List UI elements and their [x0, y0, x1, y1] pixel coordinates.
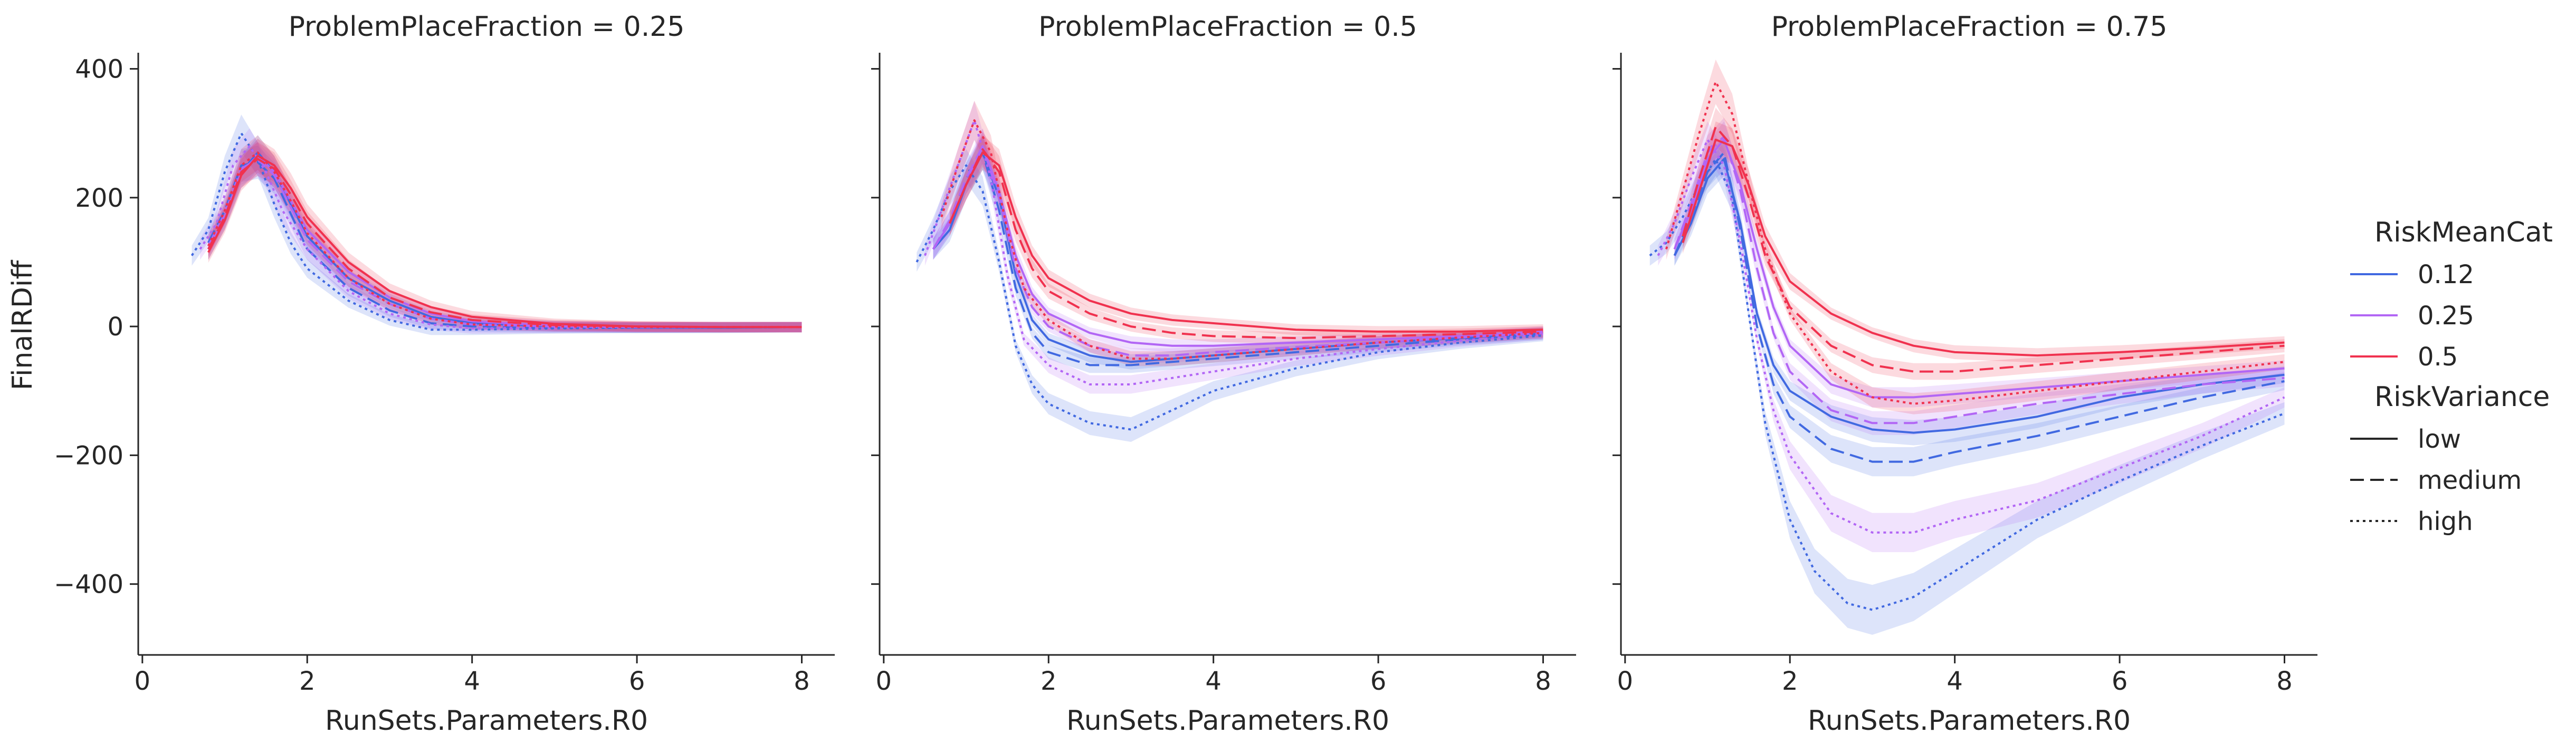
- x-tick-label: 2: [299, 667, 316, 696]
- x-tick-label: 2: [1041, 667, 1057, 696]
- series-line-0_12-low: [1673, 158, 2285, 434]
- legend-style-label: high: [2418, 507, 2473, 536]
- y-tick-label: −200: [54, 441, 123, 470]
- x-tick-label: 8: [2276, 667, 2293, 696]
- y-tick-label: 200: [75, 184, 123, 213]
- x-axis-label: RunSets.Parameters.R0: [325, 705, 648, 737]
- x-tick-label: 6: [1370, 667, 1387, 696]
- confidence-band: [933, 128, 1543, 363]
- legend-hue-label: 0.25: [2418, 301, 2474, 331]
- x-tick-label: 8: [794, 667, 810, 696]
- panel-title: ProblemPlaceFraction = 0.75: [1771, 11, 2168, 43]
- confidence-band: [192, 114, 802, 335]
- confidence-band: [1674, 121, 2285, 408]
- x-tick-label: 4: [1205, 667, 1222, 696]
- y-axis-label: FinalRDiff: [7, 260, 39, 390]
- x-tick-label: 4: [464, 667, 480, 696]
- series-line-0_12-high: [190, 132, 802, 331]
- x-tick-label: 8: [1535, 667, 1551, 696]
- legend-style-label: medium: [2418, 466, 2522, 495]
- series-line-0_25-medium: [1673, 135, 2285, 424]
- series-line-0_5-medium: [1682, 126, 2285, 373]
- series-line-0_12-medium: [1673, 151, 2285, 463]
- legend-hue-label: 0.12: [2418, 260, 2474, 289]
- series-line-0_5-medium: [948, 148, 1543, 340]
- series-line-0_5-low: [1682, 138, 2285, 357]
- facet-panels: ProblemPlaceFraction = 0.25 0 2 4 6 8 −400 −200…: [54, 11, 2317, 737]
- confidence-band: [1683, 108, 2285, 380]
- panel-title: ProblemPlaceFraction = 0.5: [1038, 11, 1417, 43]
- confidence-band: [933, 128, 1543, 353]
- x-tick-label: 4: [1947, 667, 1963, 696]
- series-line-0_25-low: [1673, 138, 2285, 399]
- confidence-band: [1658, 121, 2285, 553]
- legend-hue-title: RiskMeanCat: [2374, 217, 2553, 248]
- x-tick-label: 6: [629, 667, 645, 696]
- x-tick-label: 6: [2112, 667, 2128, 696]
- series-line-0_25-medium: [932, 145, 1543, 357]
- confidence-band: [1666, 59, 2285, 414]
- legend: RiskMeanCat 0.12 0.25 0.5 RiskVariance low…: [2350, 217, 2553, 536]
- y-tick-label: 0: [107, 312, 123, 342]
- y-tick-label: −400: [54, 570, 123, 600]
- x-axis-label: RunSets.Parameters.R0: [1066, 705, 1389, 737]
- legend-style-entries: low medium high: [2350, 424, 2522, 536]
- series-line-0_5-medium: [207, 158, 802, 329]
- y-tick-label: 400: [75, 55, 123, 84]
- confidence-band: [208, 139, 802, 333]
- x-tick-label: 2: [1782, 667, 1798, 696]
- facet-panel-3: ProblemPlaceFraction = 0.75 0 2 4 6 8 RunSets.…: [1613, 11, 2317, 737]
- x-tick-label: 0: [135, 667, 151, 696]
- confidence-band: [941, 101, 1543, 366]
- series-line-0_5-high: [1665, 81, 2285, 405]
- facet-panel-2: ProblemPlaceFraction = 0.5 0 2 4 6 8 RunSets.P…: [871, 11, 1576, 737]
- facet-panel-1: ProblemPlaceFraction = 0.25 0 2 4 6 8 −400 −200…: [54, 11, 835, 737]
- legend-hue-label: 0.5: [2418, 342, 2458, 372]
- legend-style-title: RiskVariance: [2374, 381, 2550, 413]
- confidence-band: [917, 149, 1543, 442]
- series-line-0_12-medium: [932, 151, 1543, 366]
- x-tick-label: 0: [876, 667, 892, 696]
- series-line-0_5-high: [940, 119, 1543, 360]
- x-tick-label: 0: [1617, 667, 1634, 696]
- series-line-0_25-high: [199, 145, 802, 330]
- panel-title: ProblemPlaceFraction = 0.25: [289, 11, 685, 43]
- x-axis-label: RunSets.Parameters.R0: [1808, 705, 2131, 737]
- confidence-band: [200, 128, 802, 334]
- legend-hue-entries: 0.12 0.25 0.5: [2350, 260, 2474, 372]
- legend-style-label: low: [2418, 424, 2461, 454]
